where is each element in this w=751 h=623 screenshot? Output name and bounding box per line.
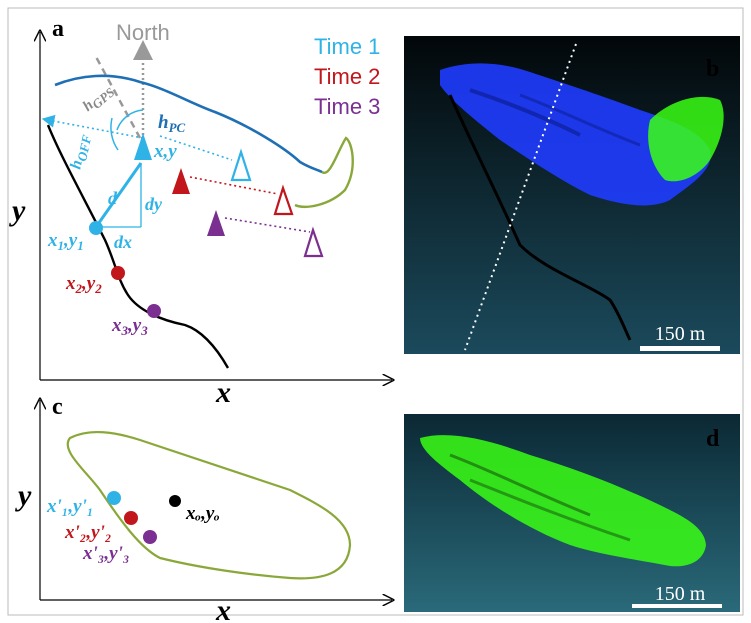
olive-hook-line <box>294 136 354 209</box>
c-point-time2 <box>124 511 138 525</box>
y-axis-label: y <box>9 194 26 227</box>
point-cloud-edge-line <box>54 74 323 174</box>
legend-time2: Time 2 <box>314 64 380 89</box>
time2-filled-triangle <box>172 168 190 194</box>
panel-d-scale-label: 150 m <box>655 583 706 605</box>
panel-d-letter: d <box>706 426 720 452</box>
angle-arc-off <box>110 117 119 151</box>
north-label: North <box>116 20 170 45</box>
c-x-axis-label: x <box>215 594 231 623</box>
white-track-line <box>464 43 577 351</box>
panel-b-letter: b <box>706 56 719 82</box>
h-off-label: hOFF <box>67 132 94 171</box>
time2-open-triangle <box>273 184 294 216</box>
d-vector <box>94 162 143 228</box>
d-label: d <box>108 188 118 208</box>
point-time3-label: x3,y3 <box>111 315 148 338</box>
time3-connector <box>224 217 311 233</box>
time3-filled-triangle <box>207 210 225 236</box>
time3-open-triangle <box>303 226 324 258</box>
panel-d-scale-bar <box>632 604 722 608</box>
time1-open-triangle <box>230 148 252 182</box>
point-time1-label: x1,y1 <box>47 230 84 253</box>
figure-frame <box>7 7 744 616</box>
panel-b: b 150 m <box>404 36 740 354</box>
c-point-time2-label: x'₂,y'₂ <box>64 522 112 543</box>
sensor-time1-triangle <box>134 133 152 160</box>
c-centroid-point <box>169 495 181 507</box>
gps-line <box>93 54 142 139</box>
panel-b-scale-label: 150 m <box>655 323 706 345</box>
point-time2 <box>111 266 125 280</box>
x-axis-label: x <box>215 376 231 409</box>
footprint-outline <box>66 430 352 580</box>
point-time1 <box>89 221 103 235</box>
dy-label: dy <box>145 194 163 214</box>
c-point-time1 <box>107 491 121 505</box>
track-line <box>46 124 230 369</box>
panel-c-letter: c <box>52 394 63 420</box>
panel-a-letter: a <box>52 16 64 42</box>
c-point-time3 <box>143 530 157 544</box>
green-point-cloud <box>420 435 706 567</box>
green-point-cloud-patch <box>648 96 724 182</box>
xy-label: x,y <box>153 141 177 162</box>
panel-c: c y x x'₁,y'₁ x'₂,y'₂ x'₃,y'₃ xₒ,yₒ <box>15 394 392 623</box>
black-scan-trail <box>448 94 632 341</box>
angle-arc-pc <box>116 109 144 131</box>
panel-d: d 150 m <box>404 414 740 612</box>
c-point-time1-label: x'₁,y'₁ <box>46 496 94 517</box>
dx-label: dx <box>114 232 132 252</box>
c-centroid-label: xₒ,yₒ <box>185 503 220 524</box>
c-point-time3-label: x'₃,y'₃ <box>82 543 130 564</box>
pc-heading-line <box>41 114 144 139</box>
panel-b-scale-bar <box>640 346 720 351</box>
point-time2-label: x2,y2 <box>65 273 102 296</box>
h-pc-label: hPC <box>158 112 186 135</box>
legend-time3: Time 3 <box>314 94 380 119</box>
c-y-axis-label: y <box>15 479 32 512</box>
legend-time1: Time 1 <box>314 34 380 59</box>
point-time3 <box>147 304 161 318</box>
h-gps-label: hGPS <box>80 81 117 117</box>
panel-a: a y x North hGPS hPC hOFF x, <box>9 16 392 409</box>
